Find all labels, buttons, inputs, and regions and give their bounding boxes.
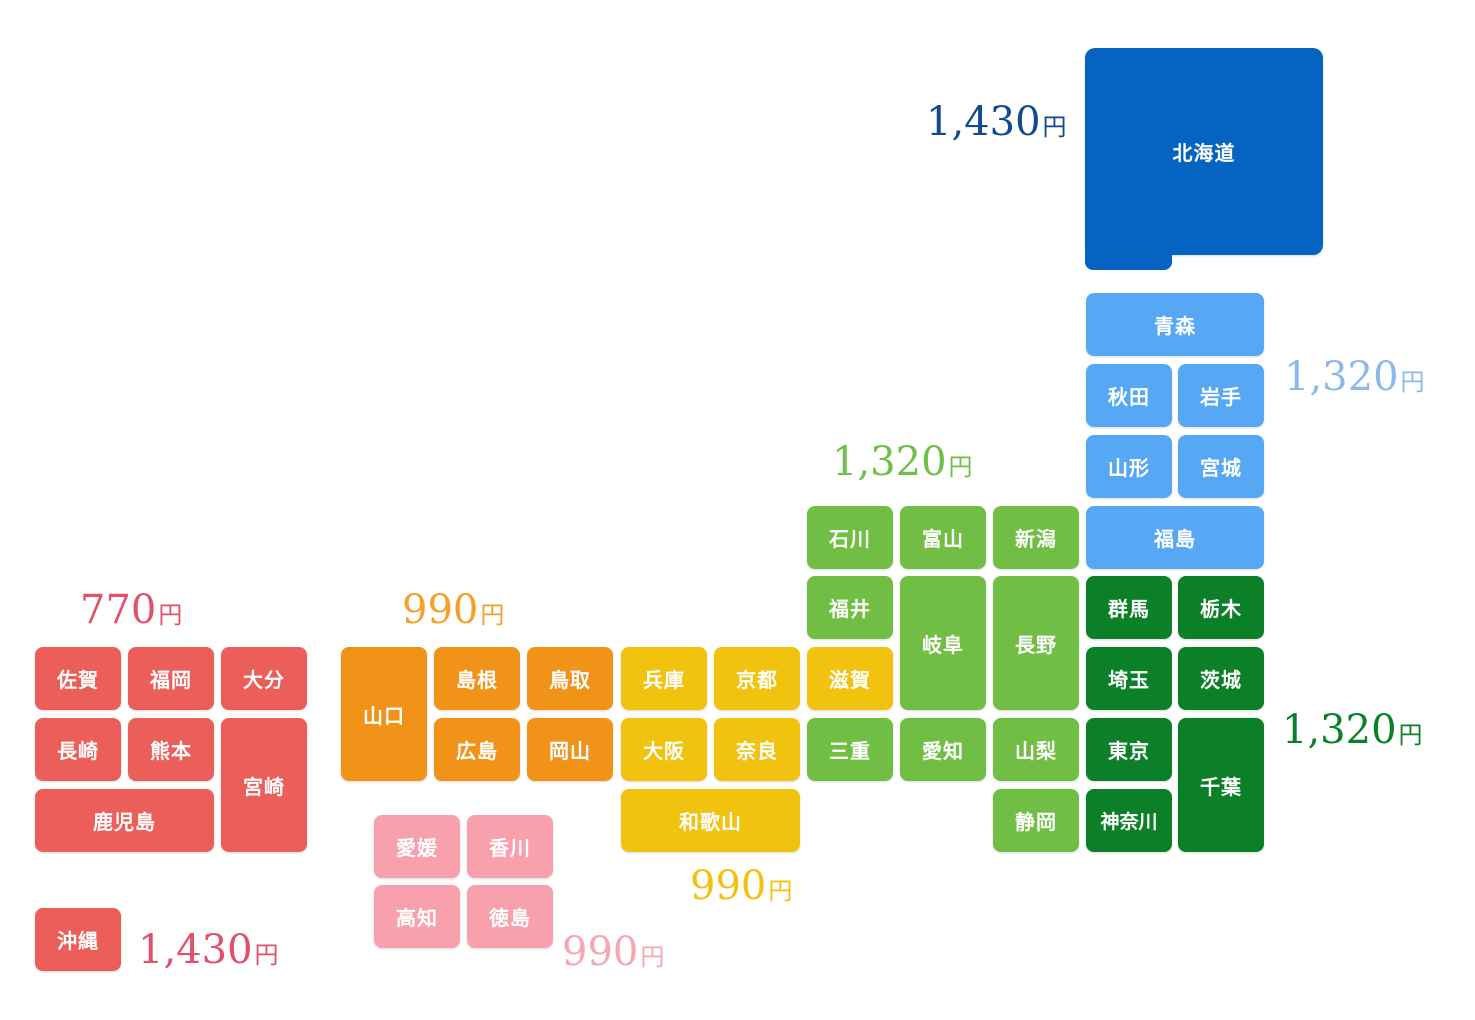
price-value: 770: [80, 587, 157, 633]
pref-fukushima[interactable]: 福島: [1086, 506, 1264, 569]
pref-yamanashi[interactable]: 山梨: [993, 718, 1079, 781]
price-kinki: 990円: [690, 866, 792, 906]
pref-ehime[interactable]: 愛媛: [374, 815, 460, 878]
pref-tottori[interactable]: 鳥取: [527, 647, 613, 710]
pref-yamagata[interactable]: 山形: [1086, 435, 1172, 498]
pref-kagawa[interactable]: 香川: [467, 815, 553, 878]
pref-oita[interactable]: 大分: [221, 647, 307, 710]
price-value: 1,320: [1284, 354, 1399, 400]
pref-tochigi[interactable]: 栃木: [1178, 576, 1264, 639]
pref-akita[interactable]: 秋田: [1086, 364, 1172, 427]
pref-shizuoka[interactable]: 静岡: [993, 789, 1079, 852]
pref-aichi[interactable]: 愛知: [900, 718, 986, 781]
price-value: 990: [690, 863, 767, 909]
price-value: 990: [562, 929, 639, 975]
pref-shiga[interactable]: 滋賀: [807, 647, 893, 710]
pref-hokkaido[interactable]: 北海道: [1085, 48, 1323, 255]
yen-unit: 円: [480, 601, 505, 629]
pref-ishikawa[interactable]: 石川: [807, 506, 893, 569]
pref-okinawa[interactable]: 沖縄: [35, 908, 121, 971]
yen-unit: 円: [254, 941, 279, 969]
price-value: 1,430: [926, 99, 1041, 145]
yen-unit: 円: [1042, 113, 1067, 141]
pref-saitama[interactable]: 埼玉: [1086, 647, 1172, 710]
price-chugoku: 990円: [402, 590, 504, 630]
yen-unit: 円: [158, 601, 183, 629]
yen-unit: 円: [640, 943, 665, 971]
pref-gifu[interactable]: 岐阜: [900, 576, 986, 710]
pref-kumamoto[interactable]: 熊本: [128, 718, 214, 781]
yen-unit: 円: [768, 877, 793, 905]
price-value: 1,430: [138, 927, 253, 973]
yen-unit: 円: [948, 453, 973, 481]
price-kyushu: 770円: [80, 590, 182, 630]
pref-kagoshima[interactable]: 鹿児島: [35, 789, 214, 852]
pref-wakayama[interactable]: 和歌山: [621, 789, 800, 852]
pref-tokushima[interactable]: 徳島: [467, 885, 553, 948]
hokkaido-notch: [1085, 245, 1172, 270]
yen-unit: 円: [1400, 368, 1425, 396]
pref-hiroshima[interactable]: 広島: [434, 718, 520, 781]
pref-toyama[interactable]: 富山: [900, 506, 986, 569]
pref-kyoto[interactable]: 京都: [714, 647, 800, 710]
yen-unit: 円: [1398, 721, 1423, 749]
pref-ibaraki[interactable]: 茨城: [1178, 647, 1264, 710]
pref-tokyo[interactable]: 東京: [1086, 718, 1172, 781]
pref-yamaguchi[interactable]: 山口: [341, 647, 427, 781]
price-shikoku: 990円: [562, 932, 664, 972]
pref-kochi[interactable]: 高知: [374, 885, 460, 948]
pref-nagasaki[interactable]: 長崎: [35, 718, 121, 781]
pref-iwate[interactable]: 岩手: [1178, 364, 1264, 427]
pref-nara[interactable]: 奈良: [714, 718, 800, 781]
pref-niigata[interactable]: 新潟: [993, 506, 1079, 569]
pref-fukuoka[interactable]: 福岡: [128, 647, 214, 710]
pref-gunma[interactable]: 群馬: [1086, 576, 1172, 639]
pref-aomori[interactable]: 青森: [1086, 293, 1264, 356]
pref-chiba[interactable]: 千葉: [1178, 718, 1264, 852]
pref-nagano[interactable]: 長野: [993, 576, 1079, 710]
pref-kanagawa[interactable]: 神奈川: [1086, 789, 1172, 852]
pref-miyazaki[interactable]: 宮崎: [221, 718, 307, 852]
price-value: 990: [402, 587, 479, 633]
price-okinawa: 1,430円: [138, 930, 279, 970]
pref-saga[interactable]: 佐賀: [35, 647, 121, 710]
pref-fukui[interactable]: 福井: [807, 576, 893, 639]
price-value: 1,320: [1282, 707, 1397, 753]
price-hokkaido: 1,430円: [926, 102, 1067, 142]
pref-shimane[interactable]: 島根: [434, 647, 520, 710]
price-value: 1,320: [832, 439, 947, 485]
pref-okayama[interactable]: 岡山: [527, 718, 613, 781]
pref-mie[interactable]: 三重: [807, 718, 893, 781]
pref-osaka[interactable]: 大阪: [621, 718, 707, 781]
price-chubu: 1,320円: [832, 442, 973, 482]
price-tohoku: 1,320円: [1284, 357, 1425, 397]
pref-hyogo[interactable]: 兵庫: [621, 647, 707, 710]
pref-miyagi[interactable]: 宮城: [1178, 435, 1264, 498]
price-kanto: 1,320円: [1282, 710, 1423, 750]
